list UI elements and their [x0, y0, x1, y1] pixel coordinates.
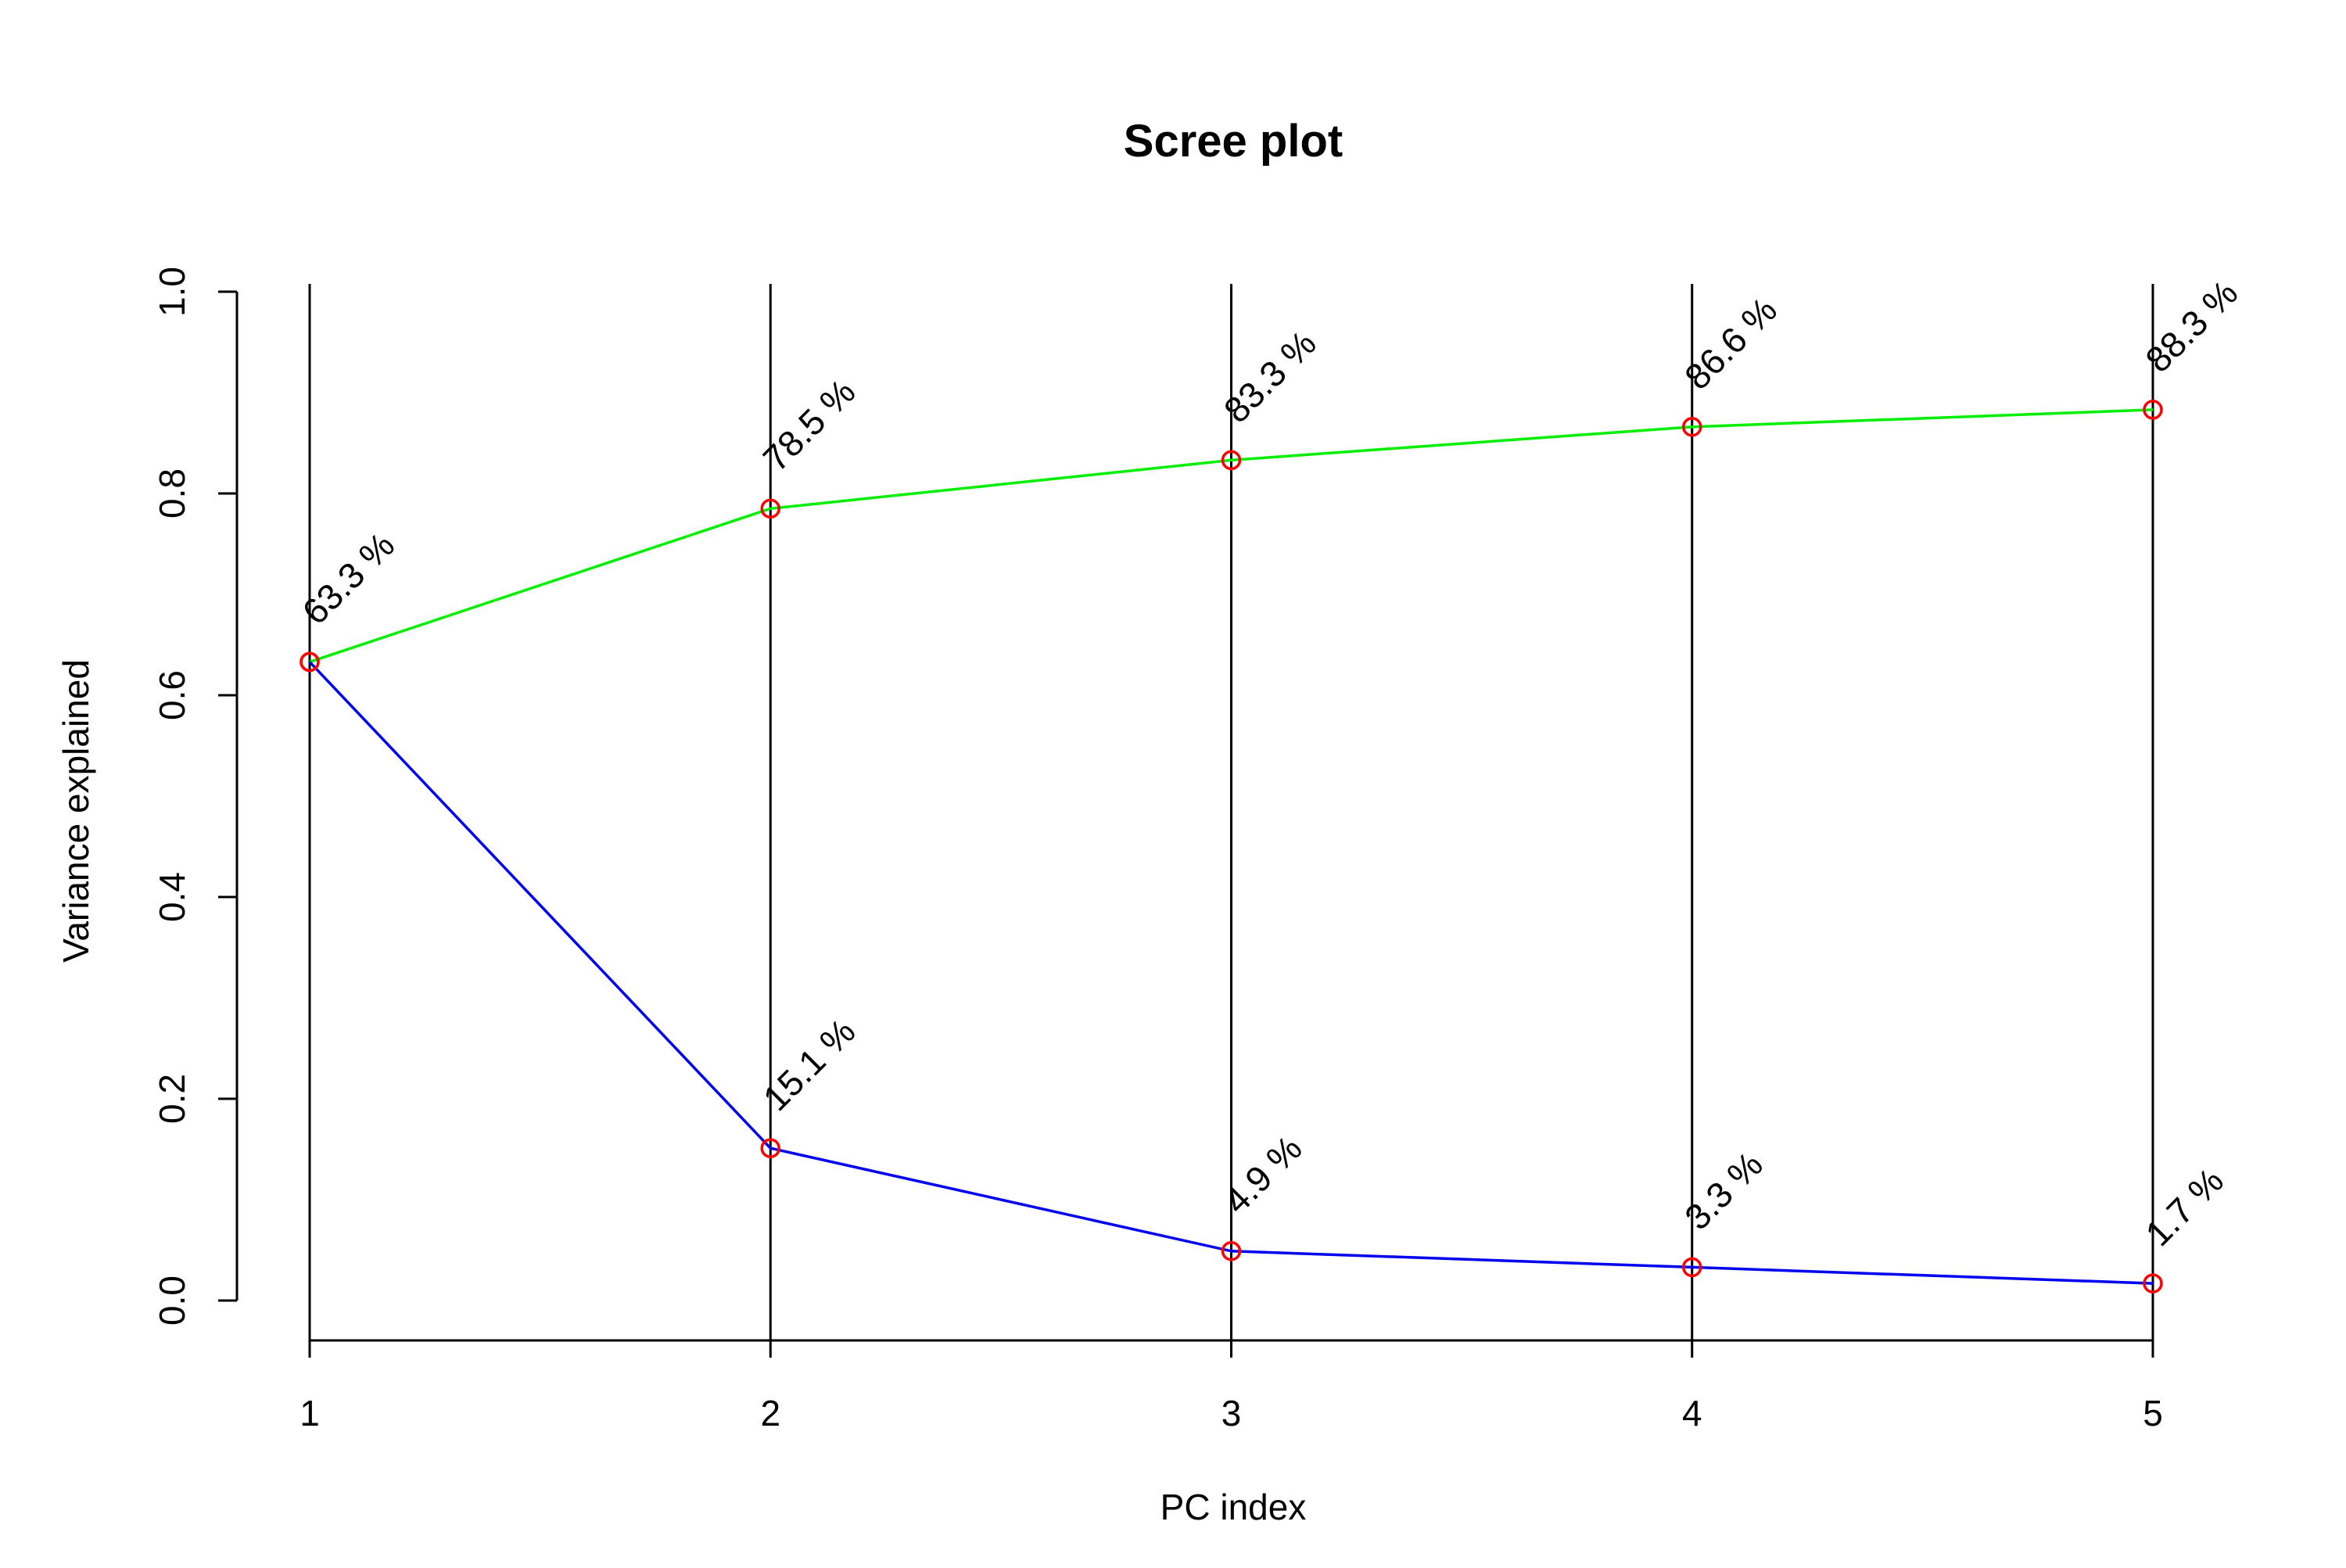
chart-title: Scree plot: [1124, 116, 1343, 167]
series-2-point-4: [1682, 1257, 1702, 1278]
series-1-point-4: [1682, 417, 1702, 437]
series-2-point-1: [300, 651, 320, 673]
x-axis-label: PC index: [1160, 1487, 1307, 1527]
series-1-point-2: [760, 498, 780, 519]
series-2-label-3: 4.9 %: [1216, 1128, 1310, 1222]
series-1-point-3: [1221, 450, 1242, 471]
y-tick-label-0: 0.0: [152, 1276, 192, 1326]
series-1-point-5: [2143, 400, 2163, 420]
series-2-label-5: 1.7 %: [2137, 1160, 2231, 1254]
axes-layer: 1 2 3 4 5 0.0 0.2 0.4 0.6 0.8 1.0: [152, 267, 2163, 1433]
series-1-line: [309, 408, 2154, 664]
x-tick-label-2: 2: [760, 1393, 780, 1433]
x-tick-label-3: 3: [1221, 1393, 1242, 1433]
y-axis-label: Variance explained: [56, 659, 96, 963]
y-tick-label-1: 0.2: [152, 1074, 192, 1124]
y-tick-label-5: 1.0: [152, 267, 192, 317]
data-labels-layer: 63.3 %78.5 % 83.3 % 86.6 % 88.3 %15.1 %4.9 …: [294, 272, 2245, 1254]
series-2-line: [308, 661, 2154, 1285]
x-tick-label-5: 5: [2143, 1393, 2163, 1433]
y-tick-label-4: 0.8: [152, 468, 192, 518]
series-2-label-4: 3.3 %: [1677, 1144, 1770, 1238]
series-2-point-5: [2143, 1273, 2163, 1294]
series-layer: [300, 400, 2163, 1294]
y-tick-label-3: 0.6: [152, 670, 192, 720]
series-2-point-2: [760, 1138, 780, 1158]
y-tick-label-2: 0.4: [152, 872, 192, 922]
series-2-point-3: [1221, 1241, 1242, 1261]
x-tick-label-4: 4: [1682, 1393, 1702, 1433]
x-tick-label-1: 1: [300, 1393, 320, 1433]
